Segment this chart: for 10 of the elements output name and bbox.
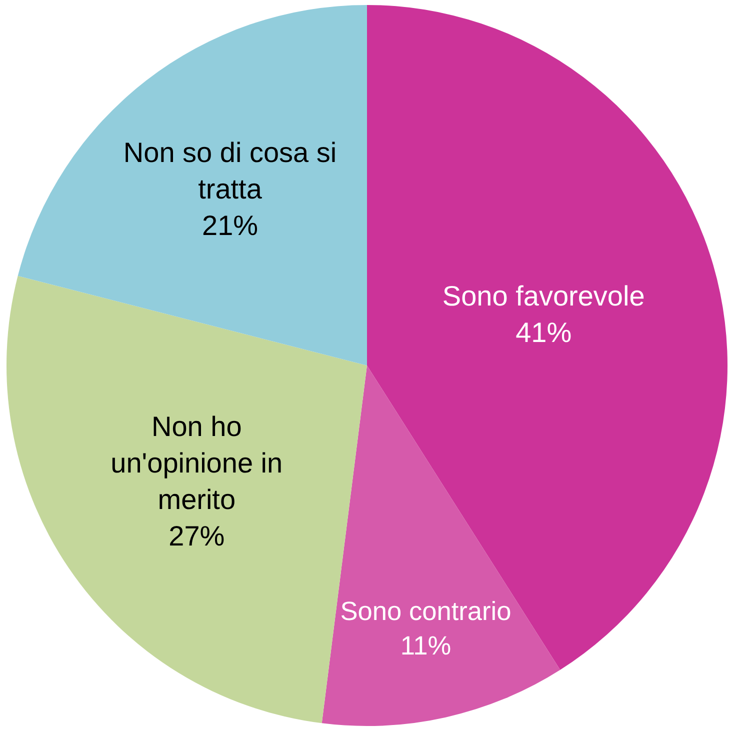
slice-label: Non so di cosa si tratta <box>123 136 337 204</box>
slice-label: Sono favorevole <box>442 280 645 312</box>
data-label: 41% <box>516 316 572 348</box>
data-label: 21% <box>202 210 258 241</box>
slice-label: Sono contrario <box>340 596 512 626</box>
data-label: 11% <box>400 630 452 660</box>
slice-label: Non ho un'opinione in merito <box>110 411 283 515</box>
pie-slice <box>322 366 560 726</box>
data-label: 27% <box>168 520 225 552</box>
pie-slice <box>18 5 367 366</box>
